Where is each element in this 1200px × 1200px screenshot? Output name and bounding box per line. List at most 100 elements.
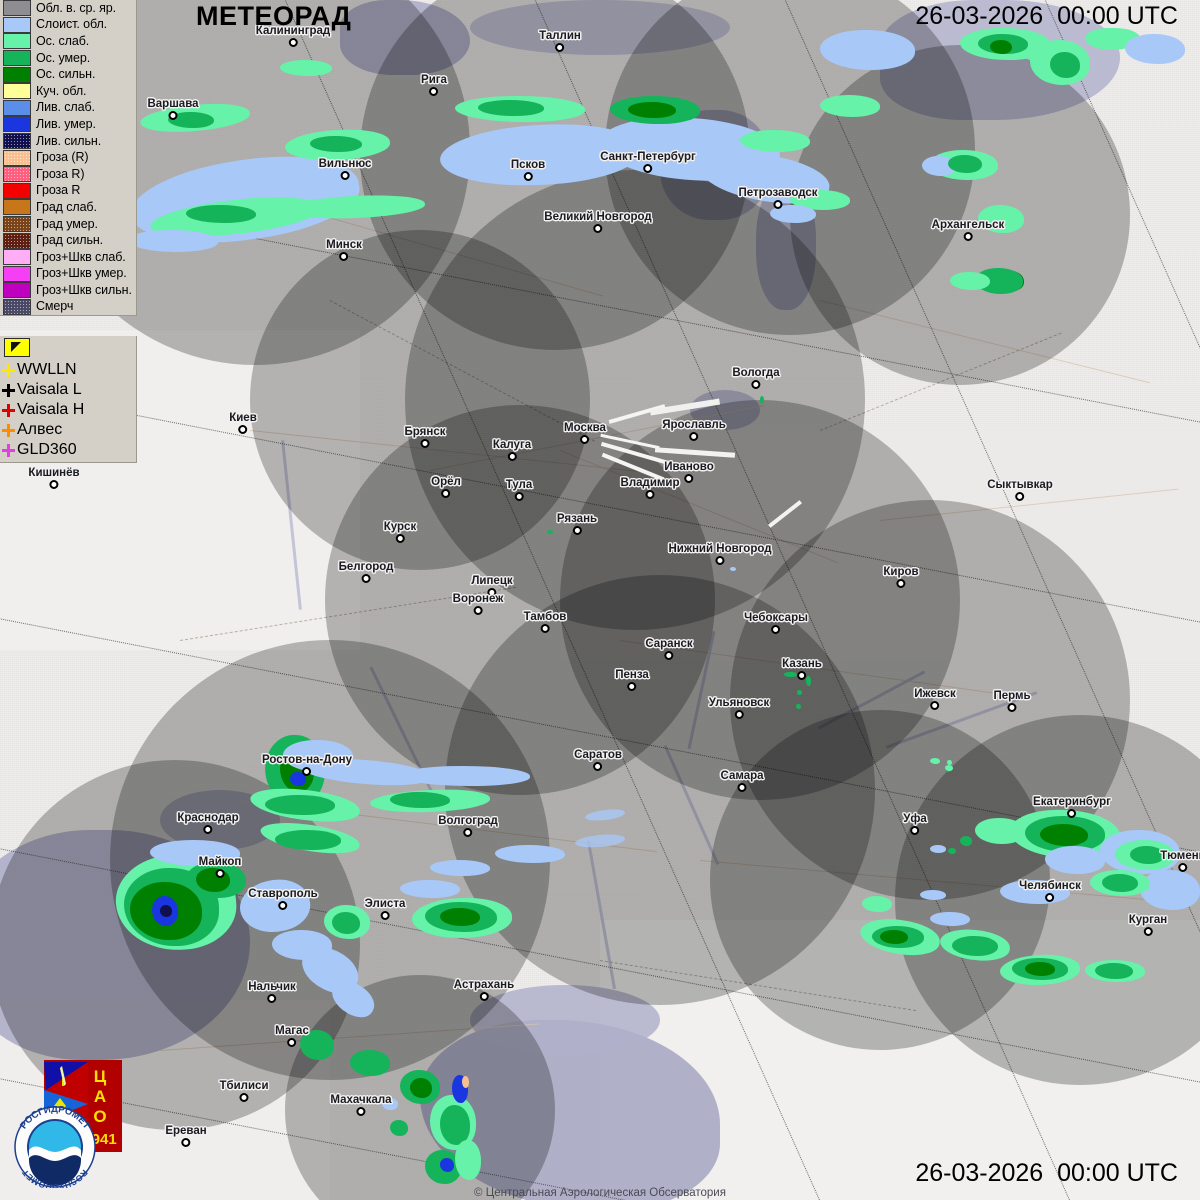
city-marker[interactable]: Махачкала xyxy=(330,1094,392,1116)
city-marker[interactable]: Вологда xyxy=(732,367,780,389)
city-label: Москва xyxy=(564,422,606,434)
city-marker[interactable]: Уфа xyxy=(903,813,927,835)
city-marker[interactable]: Брянск xyxy=(405,426,445,448)
city-marker[interactable]: Волгоград xyxy=(438,815,498,837)
lightning-cross-icon xyxy=(1,383,16,398)
copyright-credit: © Центральная Аэрологическая Обсерватори… xyxy=(474,1187,726,1199)
city-marker[interactable]: Саратов xyxy=(574,749,622,771)
city-marker[interactable]: Великий Новгород xyxy=(544,211,652,233)
city-dot-icon xyxy=(49,480,59,489)
svg-text:А: А xyxy=(94,1087,106,1106)
city-marker[interactable]: Москва xyxy=(564,422,606,444)
city-marker[interactable]: Минск xyxy=(326,239,362,261)
city-marker[interactable]: Тюмень xyxy=(1160,850,1200,872)
city-marker[interactable]: Рязань xyxy=(557,513,597,535)
legend-row: Град умер. xyxy=(0,216,136,233)
legend-row: Гроза R) xyxy=(0,166,136,183)
city-marker[interactable]: Краснодар xyxy=(177,812,239,834)
city-marker[interactable]: Тула xyxy=(506,479,532,501)
city-marker[interactable]: Магас xyxy=(275,1025,309,1047)
city-marker[interactable]: Майкоп xyxy=(199,856,241,878)
city-marker[interactable]: Курган xyxy=(1129,914,1167,936)
city-marker[interactable]: Орёл xyxy=(431,476,461,498)
city-label: Пермь xyxy=(993,690,1031,702)
svg-text:О: О xyxy=(93,1107,106,1126)
city-marker[interactable]: Воронеж xyxy=(453,593,503,615)
city-marker[interactable]: Ярославль xyxy=(662,419,726,441)
city-marker[interactable]: Липецк xyxy=(471,575,513,597)
legend-row: Ос. слаб. xyxy=(0,33,136,50)
legend-label: Лив. слаб. xyxy=(36,100,95,115)
roshydromet-logo: РОСГИДРОМЕТ ROSHYDROMET xyxy=(14,1106,96,1188)
city-marker[interactable]: Киров xyxy=(883,566,919,588)
city-marker[interactable]: Ереван xyxy=(165,1125,207,1147)
city-marker[interactable]: Тамбов xyxy=(524,611,566,633)
city-marker[interactable]: Архангельск xyxy=(932,219,1004,241)
city-marker[interactable]: Варшава xyxy=(147,98,199,120)
detector-row: GLD360 xyxy=(0,440,136,460)
city-label: Владимир xyxy=(620,477,680,489)
city-marker[interactable]: Казань xyxy=(782,658,822,680)
city-marker[interactable]: Челябинск xyxy=(1019,880,1081,902)
city-label: Челябинск xyxy=(1019,880,1081,892)
city-marker[interactable]: Нальчик xyxy=(248,981,296,1003)
city-label: Ростов-на-Дону xyxy=(262,754,352,766)
city-label: Липецк xyxy=(471,575,513,587)
city-marker[interactable]: Нижний Новгород xyxy=(668,543,772,565)
city-marker[interactable]: Тбилиси xyxy=(219,1080,269,1102)
city-marker[interactable]: Пермь xyxy=(993,690,1031,712)
city-label: Нижний Новгород xyxy=(668,543,772,555)
city-marker[interactable]: Санкт-Петербург xyxy=(600,151,696,173)
city-marker[interactable]: Ульяновск xyxy=(709,697,769,719)
city-dot-icon xyxy=(593,224,603,233)
city-dot-icon xyxy=(429,87,439,96)
legend-row: Обл. в. ср. яр. xyxy=(0,0,136,17)
city-marker[interactable]: Вильнюс xyxy=(319,158,371,180)
city-label: Саранск xyxy=(645,638,693,650)
city-marker[interactable]: Таллин xyxy=(539,30,581,52)
legend-swatch xyxy=(3,249,31,266)
city-marker[interactable]: Сыктывкар xyxy=(987,479,1053,501)
city-dot-icon xyxy=(441,489,451,498)
city-marker[interactable]: Калуга xyxy=(493,439,531,461)
city-marker[interactable]: Екатеринбург xyxy=(1033,796,1111,818)
city-marker[interactable]: Петрозаводск xyxy=(738,187,818,209)
city-marker[interactable]: Ижевск xyxy=(914,688,956,710)
city-label: Рига xyxy=(421,74,447,86)
legend-label: Обл. в. ср. яр. xyxy=(36,0,116,15)
city-marker[interactable]: Саранск xyxy=(645,638,693,660)
city-label: Ижевск xyxy=(914,688,956,700)
city-marker[interactable]: Ставрополь xyxy=(248,888,318,910)
city-marker[interactable]: Псков xyxy=(511,159,545,181)
city-dot-icon xyxy=(238,425,248,434)
city-marker[interactable]: Самара xyxy=(720,770,764,792)
cursor-arrow-icon[interactable] xyxy=(4,338,30,357)
city-dot-icon xyxy=(239,1093,249,1102)
detector-label: WWLLN xyxy=(17,361,77,378)
city-label: Кишинёв xyxy=(28,467,80,479)
city-marker[interactable]: Ростов-на-Дону xyxy=(262,754,352,776)
city-marker[interactable]: Калининград xyxy=(256,25,330,47)
city-marker[interactable]: Элиста xyxy=(364,898,406,920)
legend-swatch xyxy=(3,149,31,166)
city-label: Киров xyxy=(883,566,919,578)
city-dot-icon xyxy=(1007,703,1017,712)
city-marker[interactable]: Курск xyxy=(384,521,416,543)
city-marker[interactable]: Пенза xyxy=(615,669,649,691)
legend-label: Гроз+Шкв умер. xyxy=(36,266,127,281)
city-marker[interactable]: Владимир xyxy=(620,477,680,499)
city-marker[interactable]: Астрахань xyxy=(454,979,514,1001)
city-marker[interactable]: Рига xyxy=(421,74,447,96)
city-marker[interactable]: Кишинёв xyxy=(28,467,80,489)
city-label: Краснодар xyxy=(177,812,239,824)
city-marker[interactable]: Белгород xyxy=(339,561,393,583)
city-dot-icon xyxy=(463,828,473,837)
city-dot-icon xyxy=(168,111,178,120)
city-marker[interactable]: Иваново xyxy=(664,461,714,483)
lightning-cross-icon xyxy=(1,443,16,458)
city-dot-icon xyxy=(1178,863,1188,872)
city-label: Элиста xyxy=(364,898,406,910)
city-marker[interactable]: Киев xyxy=(229,412,257,434)
city-marker[interactable]: Чебоксары xyxy=(744,612,808,634)
